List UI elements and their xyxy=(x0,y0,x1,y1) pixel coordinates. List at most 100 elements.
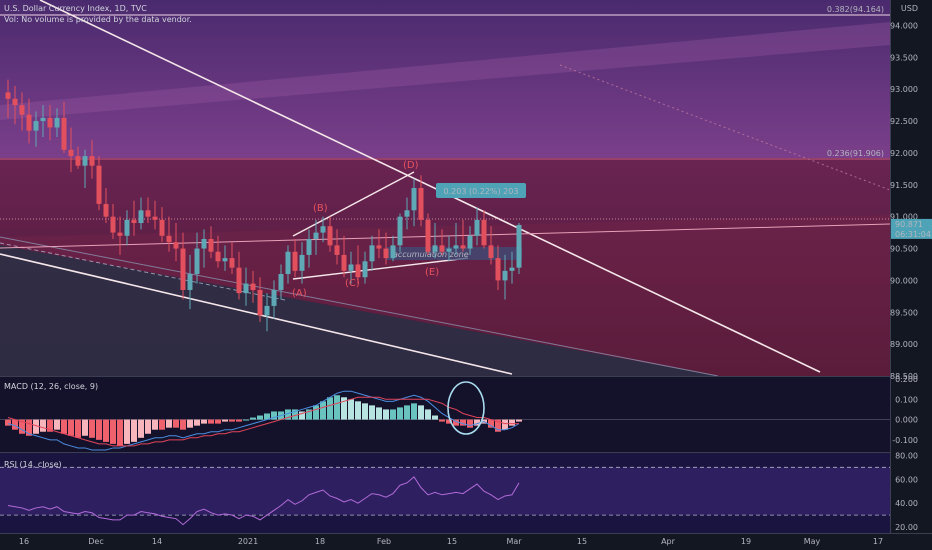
macd-hist-bar xyxy=(215,419,221,424)
symbol-title[interactable]: U.S. Dollar Currency Index, 1D, TVC xyxy=(4,4,147,13)
macd-tick-label: 0.000 xyxy=(895,416,918,425)
candle-body xyxy=(61,117,67,150)
candle-body xyxy=(201,238,207,249)
candle-body xyxy=(250,283,256,290)
candle-body xyxy=(103,203,109,217)
candle-body xyxy=(369,245,375,262)
candles xyxy=(5,79,522,332)
candle-body xyxy=(68,149,74,157)
macd-hist-bar xyxy=(145,419,151,434)
accumulation-zone-box[interactable] xyxy=(386,247,522,260)
candle-body xyxy=(348,264,354,271)
candle-body xyxy=(19,105,25,115)
candle-body xyxy=(12,98,18,106)
candle-body xyxy=(166,235,172,243)
candle-body xyxy=(460,245,466,249)
macd-hist-bar xyxy=(138,419,144,438)
candle-body xyxy=(474,219,480,236)
macd-hist-bar xyxy=(131,419,137,442)
macd-hist-bar xyxy=(453,419,459,426)
candle-body xyxy=(180,248,186,290)
upper-resistance-line xyxy=(0,223,891,249)
macd-hist-bar xyxy=(250,417,256,420)
rsi-band xyxy=(0,467,890,516)
price-tick-label: 94.000 xyxy=(890,21,918,30)
wave-label-a: (A) xyxy=(292,288,307,299)
macd-hist-bar xyxy=(460,419,466,426)
macd-hist-bar xyxy=(404,405,410,420)
candle-body xyxy=(439,245,445,252)
time-axis[interactable] xyxy=(0,533,932,550)
fib-band-upper xyxy=(0,0,890,158)
macd-hist-bar xyxy=(5,419,11,426)
last-price-tag xyxy=(891,218,932,239)
candle-body xyxy=(355,264,361,278)
macd-hist-bar xyxy=(117,419,123,446)
macd-hist-bar xyxy=(264,413,270,420)
wave-upper-line[interactable] xyxy=(292,171,415,237)
candle-body xyxy=(159,219,165,236)
candle-body xyxy=(502,270,508,281)
macd-hist-bar xyxy=(89,419,95,438)
dotted-fan-line xyxy=(559,64,891,191)
macd-line xyxy=(7,390,520,451)
macd-title[interactable]: MACD (12, 26, close, 9) xyxy=(4,382,98,391)
macd-hist-bar xyxy=(390,409,396,420)
macd-hist-bar xyxy=(320,401,326,420)
rsi-line xyxy=(7,476,520,526)
macd-hist-bar xyxy=(285,409,291,420)
candle-body xyxy=(320,226,326,233)
candle-body xyxy=(516,224,522,268)
macd-hist-bar xyxy=(201,419,207,424)
macd-hist-bar xyxy=(327,397,333,420)
macd-hist-bar xyxy=(180,419,186,430)
time-tick-label: 19 xyxy=(741,537,751,546)
price-tick-label: 90.500 xyxy=(890,245,918,254)
macd-hist-bar xyxy=(509,419,515,426)
macd-hist-bar xyxy=(474,419,480,426)
candle-body xyxy=(292,251,298,271)
macd-hist-bar xyxy=(495,419,501,432)
downtrend-line[interactable] xyxy=(39,0,821,373)
macd-histogram xyxy=(5,395,522,446)
candle-body xyxy=(411,188,417,211)
macd-hist-bar xyxy=(397,407,403,420)
candle-body xyxy=(152,216,158,220)
macd-hist-bar xyxy=(355,401,361,420)
candle-body xyxy=(467,235,473,249)
lower-channel-line[interactable] xyxy=(0,253,513,375)
macd-cross-circle xyxy=(447,381,485,435)
candle-body xyxy=(89,156,95,166)
macd-hist-bar xyxy=(502,419,508,430)
candle-body xyxy=(453,245,459,249)
candle-body xyxy=(215,251,221,262)
macd-hist-bar xyxy=(467,419,473,428)
macd-signal-line xyxy=(7,396,519,447)
candle-body xyxy=(47,117,53,128)
time-tick-label: 2021 xyxy=(238,537,258,546)
currency-label: USD xyxy=(901,4,918,13)
fib-label-upper: 0.382(94.164) xyxy=(827,5,884,14)
macd-hist-bar xyxy=(362,403,368,420)
measure-tooltip-text: 0.203 (0.22%) 203 xyxy=(444,187,519,196)
candle-body xyxy=(138,210,144,224)
macd-hist-bar xyxy=(152,419,158,430)
candle-body xyxy=(257,289,263,316)
rsi-title[interactable]: RSI (14, close) xyxy=(4,460,62,469)
time-tick-label: Mar xyxy=(506,537,522,546)
wave-label-d: (D) xyxy=(403,160,419,171)
price-tick-label: 89.500 xyxy=(890,308,918,317)
price-tick-label: 89.000 xyxy=(890,340,918,349)
wave-lower-line[interactable] xyxy=(292,257,469,280)
wave-label-c: (C) xyxy=(345,278,360,289)
price-tick-label: 91.000 xyxy=(890,213,918,222)
last-price-value: 90.871 xyxy=(895,220,923,229)
candle-body xyxy=(509,267,515,271)
wave-label-e: (E) xyxy=(425,267,439,278)
price-axis[interactable] xyxy=(890,0,932,533)
macd-tick-label: 0.200 xyxy=(895,375,918,384)
price-tick-label: 93.500 xyxy=(890,53,918,62)
candle-body xyxy=(229,258,235,268)
